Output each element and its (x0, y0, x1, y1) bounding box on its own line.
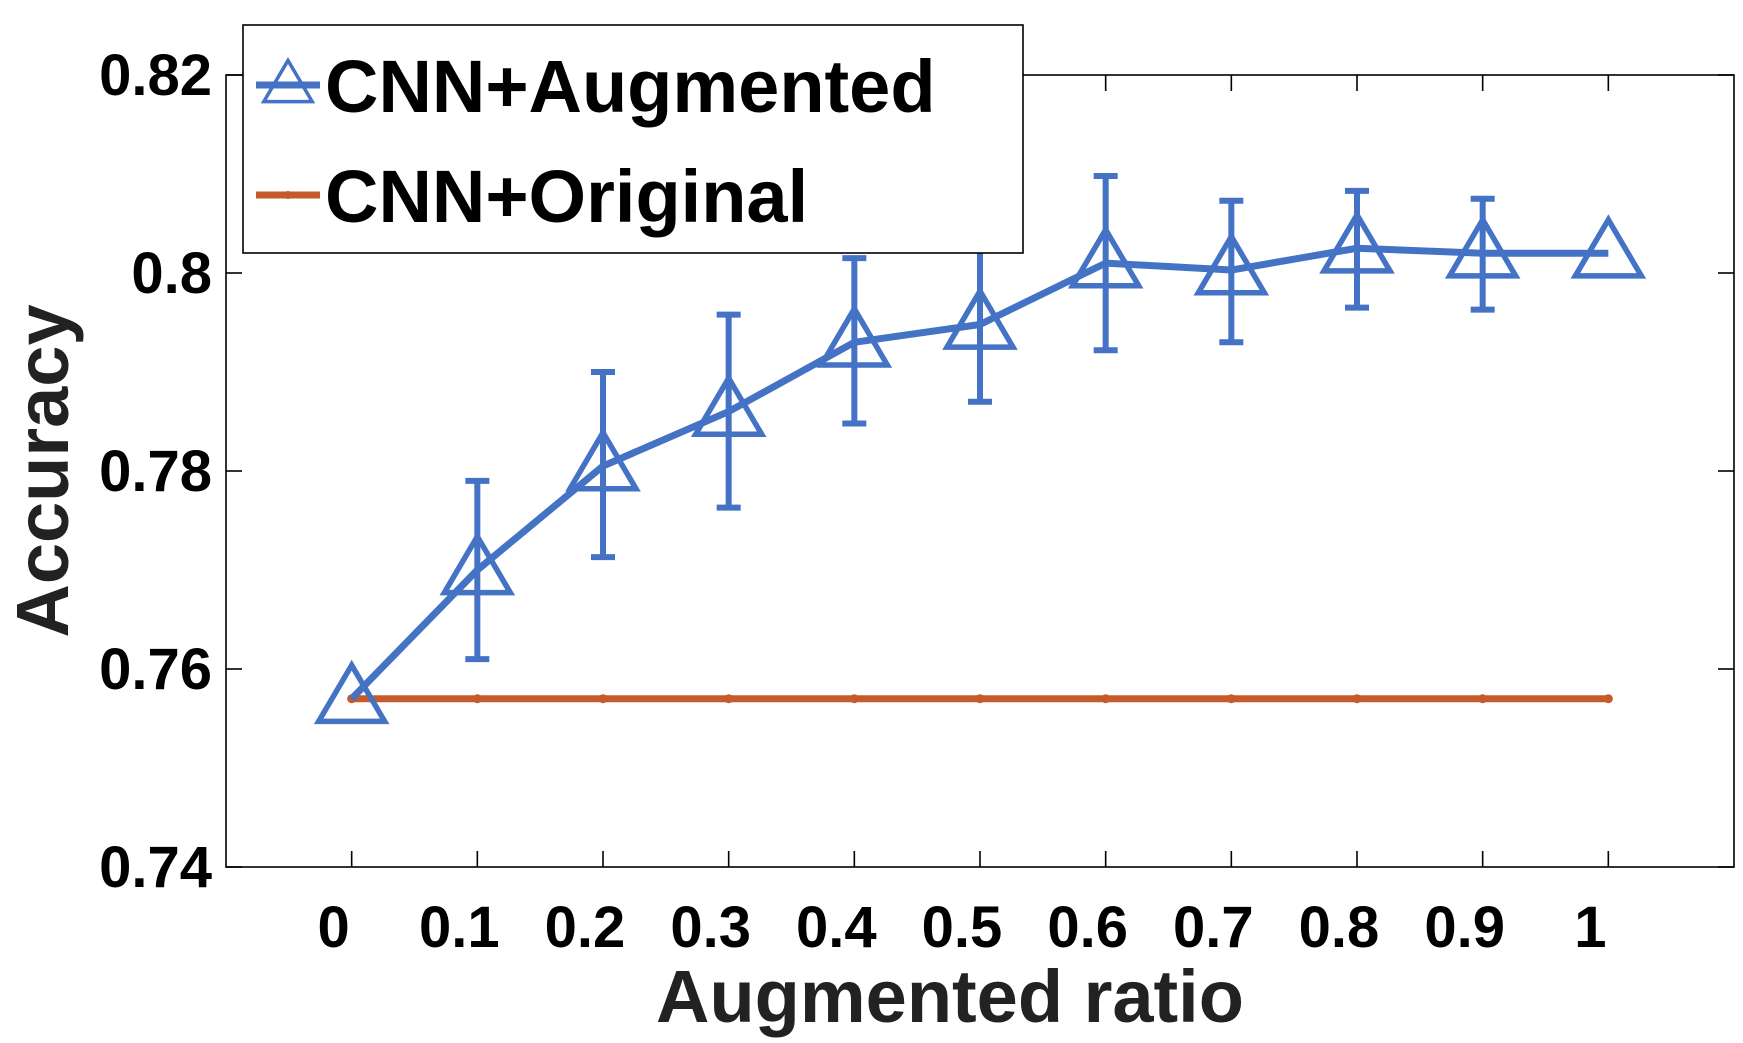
y-tick-label: 0.74 (99, 835, 212, 900)
series-cnn-augmented (313, 172, 1647, 725)
data-point-triangle (1570, 214, 1647, 279)
legend-entry: CNN+Original (256, 155, 808, 238)
y-axis-label: Accuracy (1, 304, 84, 637)
data-point-dot (724, 694, 734, 704)
data-point-triangle (1444, 214, 1521, 279)
data-point-triangle (313, 659, 390, 725)
legend: CNN+Augmented CNN+Original (242, 24, 1024, 254)
data-point-triangle (439, 531, 516, 596)
data-point-triangle (1067, 224, 1144, 289)
x-tick-label: 0.9 (1424, 895, 1505, 960)
data-point-triangle (942, 285, 1018, 350)
data-point-triangle (690, 372, 767, 438)
data-point-dot (1101, 694, 1111, 704)
legend-dot-marker (284, 191, 292, 199)
legend-label: CNN+Augmented (325, 45, 936, 128)
series-cnn-original (347, 694, 1613, 704)
data-point-dot (1603, 694, 1613, 704)
data-point-dot (975, 694, 985, 704)
data-point-triangle (1193, 231, 1270, 296)
x-axis-label: Augmented ratio (656, 955, 1244, 1038)
legend-box (242, 24, 1024, 254)
legend-label: CNN+Original (325, 155, 808, 238)
x-tick-label: 1 (1574, 895, 1606, 960)
y-tick-label: 0.78 (99, 439, 212, 504)
legend-triangle-marker (260, 56, 316, 104)
y-tick-label: 0.8 (131, 241, 212, 306)
data-point-dot (1352, 694, 1362, 704)
legend-entry: CNN+Augmented (256, 45, 936, 128)
data-point-triangle (816, 303, 893, 368)
data-point-dot (1478, 694, 1488, 704)
x-tick-label: 0.6 (1047, 895, 1128, 960)
x-tick-label: 0.1 (419, 895, 500, 960)
x-tick-label: 0.4 (796, 895, 877, 960)
x-tick-label: 0.5 (922, 895, 1003, 960)
data-point-dot (849, 694, 859, 704)
data-point-dot (598, 694, 608, 704)
x-tick-label: 0.7 (1173, 895, 1254, 960)
y-tick-label: 0.82 (99, 43, 212, 108)
data-point-dot (1226, 694, 1236, 704)
data-point-triangle (1319, 209, 1395, 274)
data-point-triangle (565, 427, 641, 492)
x-tick-label: 0.8 (1299, 895, 1380, 960)
x-tick-label: 0.3 (670, 895, 751, 960)
x-tick-label: 0.2 (545, 895, 626, 960)
data-point-dot (472, 694, 482, 704)
y-tick-label: 0.76 (99, 637, 212, 702)
x-tick-label: 0 (318, 895, 350, 960)
